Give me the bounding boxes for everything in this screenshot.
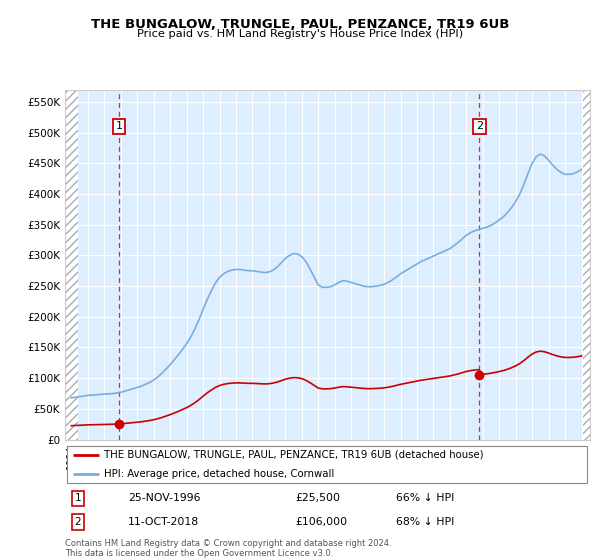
Text: 1: 1: [116, 122, 122, 132]
FancyBboxPatch shape: [67, 446, 587, 483]
Text: 68% ↓ HPI: 68% ↓ HPI: [395, 517, 454, 527]
Text: THE BUNGALOW, TRUNGLE, PAUL, PENZANCE, TR19 6UB (detached house): THE BUNGALOW, TRUNGLE, PAUL, PENZANCE, T…: [104, 450, 484, 460]
Text: Contains HM Land Registry data © Crown copyright and database right 2024.
This d: Contains HM Land Registry data © Crown c…: [65, 539, 391, 558]
Text: 1: 1: [74, 493, 81, 503]
Text: 2: 2: [476, 122, 483, 132]
Text: Price paid vs. HM Land Registry's House Price Index (HPI): Price paid vs. HM Land Registry's House …: [137, 29, 463, 39]
Text: £25,500: £25,500: [296, 493, 341, 503]
Text: £106,000: £106,000: [296, 517, 348, 527]
Text: HPI: Average price, detached house, Cornwall: HPI: Average price, detached house, Corn…: [104, 469, 334, 478]
Text: 25-NOV-1996: 25-NOV-1996: [128, 493, 200, 503]
Text: 2: 2: [74, 517, 81, 527]
Text: 66% ↓ HPI: 66% ↓ HPI: [395, 493, 454, 503]
Text: THE BUNGALOW, TRUNGLE, PAUL, PENZANCE, TR19 6UB: THE BUNGALOW, TRUNGLE, PAUL, PENZANCE, T…: [91, 18, 509, 31]
Text: 11-OCT-2018: 11-OCT-2018: [128, 517, 199, 527]
